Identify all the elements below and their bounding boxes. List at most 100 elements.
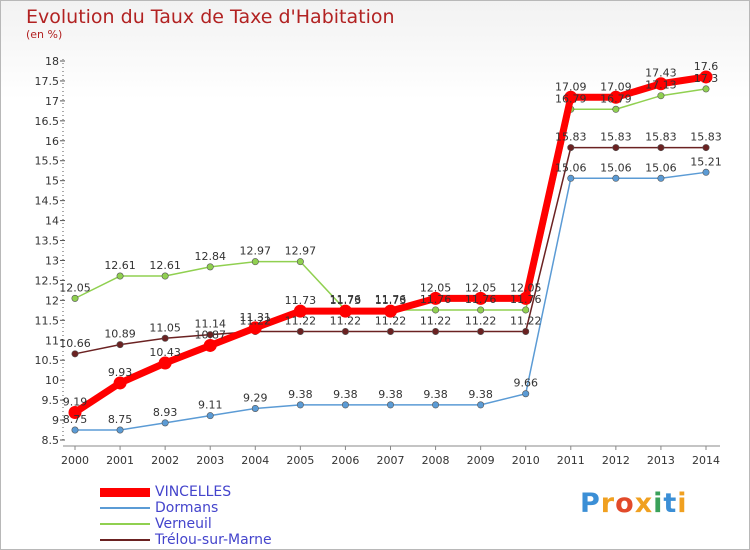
x-tick-label: 2003 bbox=[196, 454, 224, 467]
data-point bbox=[477, 401, 485, 409]
data-point bbox=[567, 174, 575, 182]
data-label: 12.61 bbox=[104, 259, 136, 272]
data-point bbox=[71, 350, 79, 358]
y-tick-label: 16.5 bbox=[35, 115, 60, 128]
data-label: 9.38 bbox=[333, 388, 358, 401]
data-label: 17.6 bbox=[694, 60, 719, 73]
data-label: 9.38 bbox=[378, 388, 403, 401]
data-label: 10.87 bbox=[194, 328, 226, 341]
data-point bbox=[657, 144, 665, 152]
data-label: 15.83 bbox=[555, 131, 587, 144]
line-chart: 8.5 9 9.5 10 10.5 11 11.5 12 12.5 13 13.5 14 14.5 15 1… bbox=[35, 55, 722, 467]
data-label: 11.22 bbox=[330, 314, 362, 327]
data-label: 17.43 bbox=[645, 67, 677, 80]
data-point bbox=[161, 334, 169, 342]
x-tick-label: 2005 bbox=[286, 454, 314, 467]
data-label: 15.83 bbox=[690, 131, 722, 144]
data-point bbox=[654, 77, 668, 91]
data-label: 11.73 bbox=[330, 294, 362, 307]
x-tick-label: 2006 bbox=[331, 454, 359, 467]
data-label: 8.75 bbox=[108, 413, 133, 426]
data-point bbox=[432, 401, 440, 409]
data-label: 11.76 bbox=[420, 293, 452, 306]
data-point bbox=[567, 144, 575, 152]
data-label: 12.61 bbox=[149, 259, 181, 272]
data-label: 10.89 bbox=[104, 328, 136, 341]
data-point bbox=[203, 338, 217, 352]
y-tick-label: 14.5 bbox=[35, 195, 60, 208]
data-label: 17.09 bbox=[555, 80, 587, 93]
data-point bbox=[699, 70, 713, 84]
legend-swatch bbox=[100, 507, 150, 509]
data-point bbox=[522, 327, 530, 335]
x-tick-label: 2000 bbox=[61, 454, 89, 467]
data-point bbox=[612, 174, 620, 182]
data-point bbox=[384, 304, 397, 318]
data-point bbox=[429, 291, 443, 305]
legend-swatch bbox=[100, 539, 150, 541]
data-point bbox=[116, 426, 124, 434]
data-point bbox=[386, 401, 394, 409]
data-label: 15.06 bbox=[555, 161, 587, 174]
data-label: 17.3 bbox=[694, 72, 719, 85]
data-label: 10.66 bbox=[59, 337, 91, 350]
data-label: 9.66 bbox=[513, 377, 538, 390]
chart-unit: (en %) bbox=[26, 28, 63, 41]
data-label: 11.05 bbox=[149, 321, 181, 334]
data-label: 15.06 bbox=[600, 161, 632, 174]
data-point bbox=[386, 327, 394, 335]
data-point bbox=[477, 327, 485, 335]
data-point bbox=[251, 404, 259, 412]
data-label: 15.06 bbox=[645, 161, 677, 174]
y-tick-label: 17.5 bbox=[35, 75, 60, 88]
y-tick-label: 9 bbox=[52, 414, 59, 427]
data-label: 11.73 bbox=[375, 294, 407, 307]
data-label: 11.22 bbox=[240, 314, 272, 327]
data-label: 8.93 bbox=[153, 406, 178, 419]
data-label: 16.79 bbox=[555, 92, 587, 105]
data-point bbox=[702, 144, 710, 152]
data-point bbox=[71, 294, 79, 302]
data-point bbox=[612, 105, 620, 113]
data-point bbox=[116, 341, 124, 349]
y-tick-label: 15 bbox=[45, 175, 59, 188]
data-point bbox=[293, 304, 307, 318]
data-point bbox=[432, 327, 440, 335]
y-tick-label: 8.5 bbox=[42, 434, 60, 447]
data-point bbox=[68, 405, 82, 419]
data-label: 15.83 bbox=[600, 131, 632, 144]
data-point bbox=[477, 306, 485, 314]
x-tick-label: 2013 bbox=[647, 454, 675, 467]
data-point bbox=[341, 327, 349, 335]
data-point bbox=[206, 263, 214, 271]
data-label: 12.05 bbox=[465, 281, 497, 294]
data-point bbox=[296, 258, 304, 266]
data-label: 17.09 bbox=[600, 80, 632, 93]
data-point bbox=[702, 85, 710, 93]
data-point bbox=[113, 376, 127, 390]
data-label: 9.19 bbox=[63, 395, 88, 408]
data-label: 9.93 bbox=[108, 366, 133, 379]
data-label: 11.22 bbox=[285, 314, 317, 327]
y-tick-label: 9.5 bbox=[42, 394, 60, 407]
y-tick-label: 16 bbox=[45, 135, 59, 148]
data-label: 11.31 bbox=[240, 311, 272, 324]
data-label: 12.84 bbox=[194, 250, 226, 263]
data-label: 12.05 bbox=[59, 281, 91, 294]
data-point bbox=[702, 168, 710, 176]
data-label: 9.38 bbox=[423, 388, 448, 401]
data-label: 12.05 bbox=[510, 281, 542, 294]
data-point bbox=[206, 412, 214, 420]
data-label: 11.76 bbox=[330, 293, 362, 306]
y-tick-label: 17 bbox=[45, 95, 59, 108]
data-label: 12.97 bbox=[285, 245, 317, 258]
legend-label: Dormans bbox=[155, 500, 219, 516]
y-tick-label: 10.5 bbox=[35, 354, 60, 367]
data-point bbox=[432, 306, 440, 314]
y-tick-label: 12.5 bbox=[35, 274, 60, 287]
data-point bbox=[206, 331, 214, 339]
x-tick-label: 2007 bbox=[377, 454, 405, 467]
data-point bbox=[158, 356, 172, 370]
data-point bbox=[248, 321, 262, 335]
data-label: 9.38 bbox=[288, 388, 313, 401]
